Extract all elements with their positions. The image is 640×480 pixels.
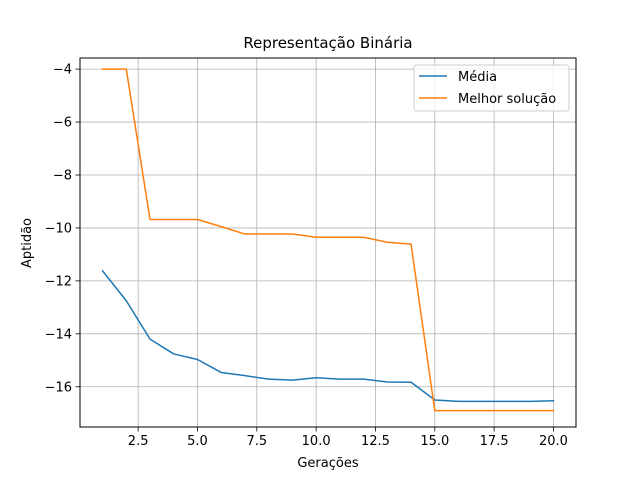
series-line-media <box>101 269 555 403</box>
y-tick-label: −16 <box>45 380 72 395</box>
x-axis-label: Gerações <box>297 456 358 471</box>
legend-label: Média <box>458 70 497 85</box>
x-tick-label: 10.0 <box>302 434 331 449</box>
axis-ticks: 2.5 5.0 7.5 10.0 12.5 15.0 17.5 20.0 −16 −14 −12 −1… <box>45 63 568 449</box>
y-axis-label: Aptidão <box>20 218 35 268</box>
x-tick-label: 7.5 <box>246 434 267 449</box>
x-tick-label: 15.0 <box>420 434 449 449</box>
x-tick-label: 2.5 <box>128 434 149 449</box>
y-tick-label: −4 <box>53 63 72 78</box>
series-lines <box>101 68 555 412</box>
chart-title: Representação Binária <box>243 34 412 52</box>
x-tick-label: 12.5 <box>361 434 390 449</box>
legend: Média Melhor solução <box>413 64 570 112</box>
x-tick-label: 20.0 <box>539 434 568 449</box>
legend-label: Melhor solução <box>458 92 556 107</box>
y-tick-label: −14 <box>45 327 72 342</box>
y-tick-label: −8 <box>53 169 72 184</box>
legend-box <box>413 64 570 112</box>
y-tick-label: −6 <box>53 116 72 131</box>
y-tick-label: −12 <box>45 274 72 289</box>
series-line-melhor-solucao <box>101 68 555 412</box>
grid-lines <box>80 58 576 427</box>
x-tick-label: 17.5 <box>480 434 509 449</box>
y-tick-label: −10 <box>45 221 72 236</box>
plot-frame <box>79 57 577 428</box>
x-tick-label: 5.0 <box>187 434 208 449</box>
